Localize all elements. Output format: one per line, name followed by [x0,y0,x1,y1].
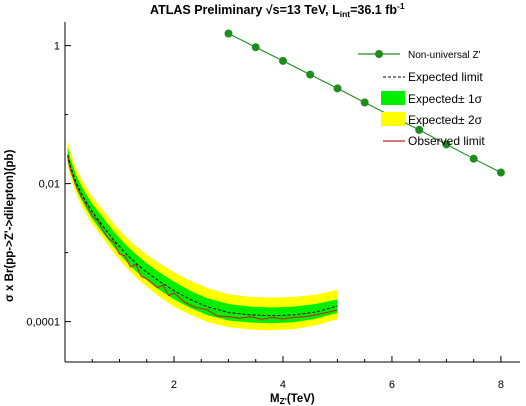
zprime-point [224,29,233,38]
y-axis-label: σ x Br(pp->Z'->dilepton)(pb) [4,149,16,302]
legend-1sigma-label: Expected± 1σ [408,92,483,106]
legend-observed-label: Observed limit [408,134,485,148]
zprime-point [360,98,369,107]
expected-limit-line [67,154,338,317]
legend-2sigma-swatch [381,112,405,126]
expected-bands [67,140,338,331]
x-tick-label: 2 [171,379,177,391]
y-ticks: 1 0,01 0,0001 [26,41,71,329]
y-tick-label: 1 [54,41,60,53]
observed-limit-line [67,157,338,320]
y-tick-label: 0,0001 [26,317,60,329]
zprime-point [251,43,260,52]
legend-expected-label: Expected limit [408,70,483,84]
zprime-point [469,154,478,163]
zprime-point [306,70,315,79]
plot-area [64,22,520,363]
zprime-markers [224,29,505,177]
x-tick-label: 8 [498,379,504,391]
x-tick-label: 4 [280,379,286,391]
legend: Non-universal Z' Expected limit Expected… [358,50,485,148]
legend-2sigma-label: Expected± 2σ [408,113,483,127]
y-tick-label: 0,01 [39,179,60,191]
x-tick-label: 6 [389,379,395,391]
zprime-point [333,84,342,93]
chart-title: ATLAS Preliminary √s=13 TeV, Lint=36.1 f… [150,1,405,19]
legend-zprime-marker [375,50,383,58]
zprime-point [442,140,451,149]
zprime-point [279,56,287,65]
zprime-point [415,125,424,134]
legend-1sigma-swatch [381,91,405,105]
x-ticks: 2 4 6 8 [91,356,504,391]
band-1sigma [67,147,338,324]
x-axis-label: MZ'(TeV) [270,393,315,406]
legend-zprime-label: Non-universal Z' [408,50,481,61]
zprime-point [496,168,505,177]
